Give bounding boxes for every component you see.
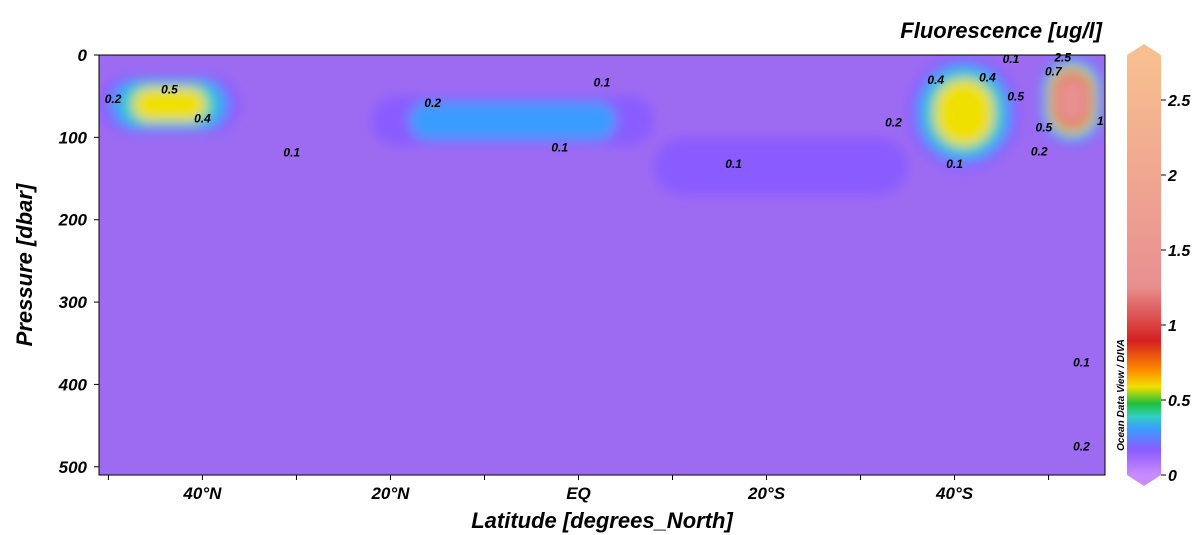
x-axis-label: Latitude [degrees_North] bbox=[471, 508, 733, 533]
contour-label: 0.2 bbox=[424, 96, 441, 110]
colorbar-ticks: 0 0.5 1 1.5 2 2.5 bbox=[1161, 93, 1191, 485]
contour-label: 2.5 bbox=[1053, 51, 1071, 65]
x-tick-label: 40°N bbox=[182, 484, 222, 503]
contour-label: 0.1 bbox=[1003, 52, 1020, 66]
contour-label: 0.4 bbox=[194, 112, 211, 126]
x-tick-label: 20°S bbox=[747, 484, 786, 503]
watermark-text: Ocean Data View / DIVA bbox=[1116, 339, 1127, 451]
colorbar-tick-label: 2.5 bbox=[1167, 93, 1191, 110]
contour-label: 0.4 bbox=[927, 73, 944, 87]
chart-title: Fluorescence [ug/l] bbox=[900, 18, 1102, 43]
plot-area bbox=[99, 55, 1105, 475]
y-tick-label: 300 bbox=[59, 293, 88, 312]
contour-label: 0.2 bbox=[885, 116, 902, 130]
y-tick-label: 400 bbox=[58, 375, 88, 394]
contour-labels: 0.5 0.4 0.2 0.1 0.2 0.1 0.1 0.1 0.2 0.4 0.1 0.4 0.5 0… bbox=[105, 51, 1104, 454]
colorbar: 0 0.5 1 1.5 2 2.5 bbox=[1127, 44, 1191, 486]
y-tick-label: 0 bbox=[78, 46, 88, 65]
bloom-regions bbox=[99, 55, 1105, 195]
region-southern-bloom bbox=[907, 55, 1021, 171]
contour-label: 1 bbox=[1097, 114, 1104, 128]
contour-label: 0.2 bbox=[1031, 144, 1048, 158]
colorbar-gradient bbox=[1127, 55, 1161, 475]
colorbar-tick-label: 0.5 bbox=[1168, 393, 1191, 410]
contour-label: 0.5 bbox=[1036, 121, 1053, 135]
colorbar-tick-label: 0 bbox=[1168, 468, 1177, 485]
colorbar-tick-label: 1.5 bbox=[1168, 243, 1191, 260]
contour-label: 0.1 bbox=[551, 140, 568, 154]
region-level bbox=[132, 87, 207, 122]
colorbar-tick-label: 2 bbox=[1167, 168, 1177, 185]
y-tick-label: 200 bbox=[58, 211, 88, 230]
y-axis-ticks: 0 100 200 300 400 500 bbox=[58, 46, 99, 477]
region-level bbox=[934, 79, 994, 147]
region-level bbox=[409, 101, 617, 140]
contour-label: 0.5 bbox=[161, 83, 178, 97]
contour-label: 0.1 bbox=[283, 145, 300, 159]
region-level bbox=[1058, 78, 1086, 122]
colorbar-bottom-arrow bbox=[1127, 475, 1161, 486]
contour-label: 0.4 bbox=[979, 70, 996, 84]
colorbar-top-arrow bbox=[1127, 44, 1161, 55]
x-tick-label: 20°N bbox=[370, 484, 410, 503]
plot-frame bbox=[98, 54, 1106, 476]
y-tick-label: 500 bbox=[59, 458, 88, 477]
contour-label: 0.1 bbox=[725, 157, 742, 171]
contour-label: 0.2 bbox=[1073, 439, 1090, 453]
x-tick-label: EQ bbox=[566, 484, 591, 503]
colorbar-tick-label: 1 bbox=[1168, 318, 1177, 335]
contour-label: 0.1 bbox=[594, 75, 611, 89]
contour-label: 0.5 bbox=[1007, 89, 1024, 103]
contour-label: 0.7 bbox=[1045, 65, 1063, 79]
region-north-dcm bbox=[99, 75, 241, 134]
region-polar-bloom bbox=[1039, 55, 1105, 146]
y-tick-label: 100 bbox=[59, 128, 88, 147]
contour-label: 0.1 bbox=[946, 157, 963, 171]
y-axis-label: Pressure [dbar] bbox=[12, 183, 37, 346]
region-level bbox=[653, 137, 908, 195]
region-tropical-dcm bbox=[371, 96, 654, 146]
x-tick-label: 40°S bbox=[935, 484, 974, 503]
region-south-tropical bbox=[653, 137, 908, 195]
contour-label: 0.1 bbox=[1073, 355, 1090, 369]
x-axis-ticks: 40°N 20°N EQ 20°S 40°S bbox=[107, 475, 1050, 503]
contour-label: 0.2 bbox=[105, 92, 122, 106]
